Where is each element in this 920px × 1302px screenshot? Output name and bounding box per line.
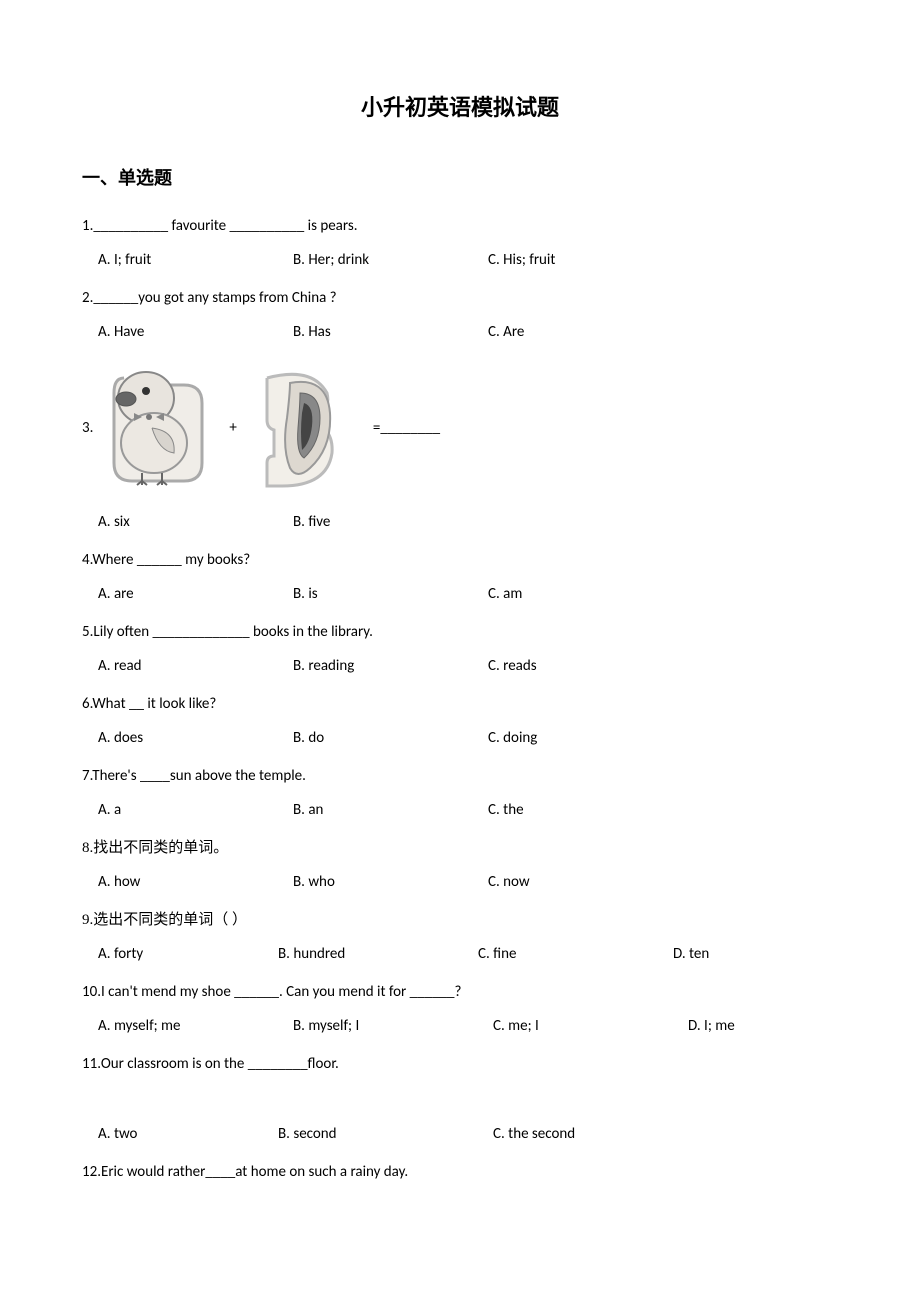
question-text: 1.__________ favourite __________ is pea… xyxy=(82,214,838,238)
option-a: A. Have xyxy=(98,320,293,344)
option-b: B. Has xyxy=(293,320,488,344)
options-row: A. Have B. Has C. Are xyxy=(82,320,838,344)
question-6: 6.What __ it look like? A. does B. do C.… xyxy=(82,692,838,750)
option-b: B. Her; drink xyxy=(293,248,488,272)
question-text: 9.选出不同类的单词（ ） xyxy=(82,908,838,932)
option-b: B. an xyxy=(293,798,488,822)
options-row: A. read B. reading C. reads xyxy=(82,654,838,678)
option-d: D. I; me xyxy=(688,1014,768,1038)
options-row: A. six B. five xyxy=(82,510,838,534)
question-text: 2.______you got any stamps from China ? xyxy=(82,286,838,310)
option-b: B. who xyxy=(293,870,488,894)
option-c: C. now xyxy=(488,870,683,894)
option-b: B. five xyxy=(293,510,488,534)
option-c: C. the second xyxy=(493,1122,688,1146)
option-c: C. Are xyxy=(488,320,683,344)
question-text: 5.Lily often _____________ books in the … xyxy=(82,620,838,644)
option-a: A. read xyxy=(98,654,293,678)
options-row: A. forty B. hundred C. fine D. ten xyxy=(82,942,838,966)
options-row: A. I; fruit B. Her; drink C. His; fruit xyxy=(82,248,838,272)
question-text: 4.Where ______ my books? xyxy=(82,548,838,572)
option-c: C. am xyxy=(488,582,683,606)
question-8: 8.找出不同类的单词。 A. how B. who C. now xyxy=(82,836,838,894)
options-row: A. a B. an C. the xyxy=(82,798,838,822)
option-c: C. His; fruit xyxy=(488,248,683,272)
option-a: A. how xyxy=(98,870,293,894)
question-5: 5.Lily often _____________ books in the … xyxy=(82,620,838,678)
duck-image xyxy=(99,358,219,498)
option-a: A. myself; me xyxy=(98,1014,293,1038)
section-heading: 一、单选题 xyxy=(82,164,838,190)
option-b: B. hundred xyxy=(278,942,478,966)
question-text: 7.There's ____sun above the temple. xyxy=(82,764,838,788)
option-a: A. six xyxy=(98,510,293,534)
question-text: 10.I can't mend my shoe ______. Can you … xyxy=(82,980,838,1004)
spacer xyxy=(82,1086,838,1122)
option-c: C. reads xyxy=(488,654,683,678)
option-d: D. ten xyxy=(673,942,753,966)
option-a: A. two xyxy=(98,1122,278,1146)
option-a: A. a xyxy=(98,798,293,822)
question-3: 3. xyxy=(82,358,838,534)
equals-text: =________ xyxy=(373,416,440,440)
question-9: 9.选出不同类的单词（ ） A. forty B. hundred C. fin… xyxy=(82,908,838,966)
page-title: 小升初英语模拟试题 xyxy=(82,90,838,122)
options-row: A. are B. is C. am xyxy=(82,582,838,606)
question-number: 3. xyxy=(82,416,93,440)
options-row: A. how B. who C. now xyxy=(82,870,838,894)
question-4: 4.Where ______ my books? A. are B. is C.… xyxy=(82,548,838,606)
option-a: A. I; fruit xyxy=(98,248,293,272)
option-c: C. fine xyxy=(478,942,673,966)
option-c: C. me; I xyxy=(493,1014,688,1038)
option-a: A. does xyxy=(98,726,293,750)
ear-image xyxy=(247,358,367,498)
option-a: A. are xyxy=(98,582,293,606)
options-row: A. myself; me B. myself; I C. me; I D. I… xyxy=(82,1014,838,1038)
option-c: C. doing xyxy=(488,726,683,750)
question-7: 7.There's ____sun above the temple. A. a… xyxy=(82,764,838,822)
image-question-row: 3. xyxy=(82,358,838,498)
options-row: A. two B. second C. the second xyxy=(82,1122,838,1146)
question-text: 12.Eric would rather____at home on such … xyxy=(82,1160,838,1184)
option-a: A. forty xyxy=(98,942,278,966)
question-2: 2.______you got any stamps from China ? … xyxy=(82,286,838,344)
option-b: B. second xyxy=(278,1122,493,1146)
option-b: B. reading xyxy=(293,654,488,678)
question-10: 10.I can't mend my shoe ______. Can you … xyxy=(82,980,838,1038)
question-12: 12.Eric would rather____at home on such … xyxy=(82,1160,838,1184)
option-b: B. myself; I xyxy=(293,1014,493,1038)
option-b: B. is xyxy=(293,582,488,606)
question-1: 1.__________ favourite __________ is pea… xyxy=(82,214,838,272)
question-text: 6.What __ it look like? xyxy=(82,692,838,716)
options-row: A. does B. do C. doing xyxy=(82,726,838,750)
option-b: B. do xyxy=(293,726,488,750)
question-11: 11.Our classroom is on the ________floor… xyxy=(82,1052,838,1146)
question-text: 8.找出不同类的单词。 xyxy=(82,836,838,860)
option-c: C. the xyxy=(488,798,683,822)
question-text: 11.Our classroom is on the ________floor… xyxy=(82,1052,838,1076)
plus-icon: + xyxy=(229,416,236,440)
